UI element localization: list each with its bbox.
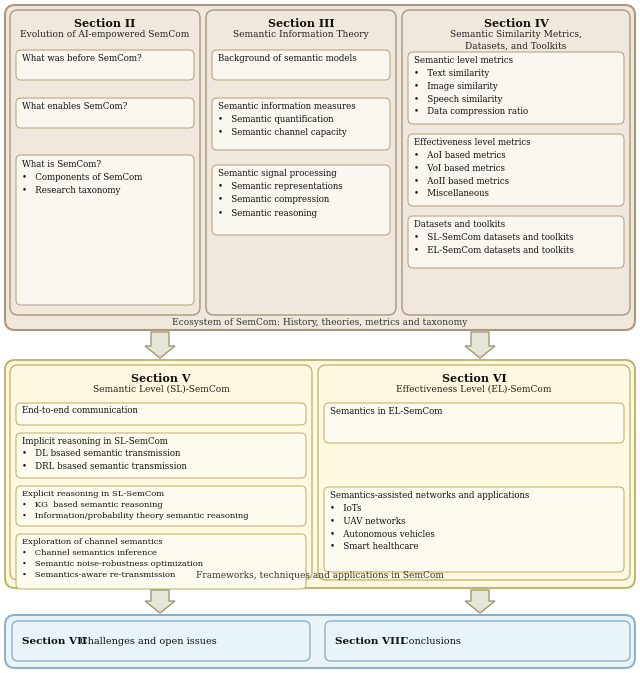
Text: Semantic signal processing
•   Semantic representations
•   Semantic compression: Semantic signal processing • Semantic re… xyxy=(218,169,343,217)
Text: Section VI: Section VI xyxy=(442,373,506,384)
Text: Section IV: Section IV xyxy=(484,18,548,29)
Text: Section VII: Section VII xyxy=(22,637,87,645)
Text: Section II: Section II xyxy=(74,18,136,29)
FancyBboxPatch shape xyxy=(5,360,635,588)
FancyBboxPatch shape xyxy=(212,50,390,80)
FancyBboxPatch shape xyxy=(212,98,390,150)
FancyArrow shape xyxy=(465,590,495,613)
Text: Effectiveness Level (EL)-SemCom: Effectiveness Level (EL)-SemCom xyxy=(396,385,552,394)
Text: Semantic Level (SL)-SemCom: Semantic Level (SL)-SemCom xyxy=(93,385,229,394)
FancyArrow shape xyxy=(145,332,175,358)
Text: Semantic Information Theory: Semantic Information Theory xyxy=(233,30,369,39)
Text: Semantic information measures
•   Semantic quantification
•   Semantic channel c: Semantic information measures • Semantic… xyxy=(218,102,356,137)
FancyArrow shape xyxy=(465,332,495,358)
FancyBboxPatch shape xyxy=(324,403,624,443)
Text: What enables SemCom?: What enables SemCom? xyxy=(22,102,127,111)
FancyBboxPatch shape xyxy=(16,486,306,526)
FancyBboxPatch shape xyxy=(16,403,306,425)
Text: Section VIII: Section VIII xyxy=(335,637,405,645)
FancyBboxPatch shape xyxy=(408,216,624,268)
FancyBboxPatch shape xyxy=(318,365,630,580)
FancyArrow shape xyxy=(145,590,175,613)
Text: Section III: Section III xyxy=(268,18,334,29)
Text: Effectiveness level metrics
•   AoI based metrics
•   VoI based metrics
•   AoII: Effectiveness level metrics • AoI based … xyxy=(414,138,531,199)
FancyBboxPatch shape xyxy=(5,5,635,330)
FancyBboxPatch shape xyxy=(324,487,624,572)
FancyBboxPatch shape xyxy=(206,10,396,315)
FancyBboxPatch shape xyxy=(16,155,194,305)
FancyBboxPatch shape xyxy=(5,615,635,668)
FancyBboxPatch shape xyxy=(10,10,200,315)
FancyBboxPatch shape xyxy=(16,50,194,80)
Text: Evolution of AI-empowered SemCom: Evolution of AI-empowered SemCom xyxy=(20,30,189,39)
FancyBboxPatch shape xyxy=(402,10,630,315)
Text: Semantics-assisted networks and applications
•   IoTs
•   UAV networks
•   Auton: Semantics-assisted networks and applicat… xyxy=(330,491,529,551)
Text: What is SemCom?
•   Components of SemCom
•   Research taxonomy: What is SemCom? • Components of SemCom •… xyxy=(22,160,142,195)
Text: What was before SemCom?: What was before SemCom? xyxy=(22,54,141,63)
FancyBboxPatch shape xyxy=(408,134,624,206)
FancyBboxPatch shape xyxy=(10,365,312,580)
FancyBboxPatch shape xyxy=(16,433,306,478)
Text: Ecosystem of SemCom: History, theories, metrics and taxonomy: Ecosystem of SemCom: History, theories, … xyxy=(172,318,468,327)
FancyBboxPatch shape xyxy=(408,52,624,124)
Text: End-to-end communication: End-to-end communication xyxy=(22,406,138,415)
FancyBboxPatch shape xyxy=(16,534,306,589)
FancyBboxPatch shape xyxy=(12,621,310,661)
Text: Datasets and toolkits
•   SL-SemCom datasets and toolkits
•   EL-SemCom datasets: Datasets and toolkits • SL-SemCom datase… xyxy=(414,220,574,254)
FancyBboxPatch shape xyxy=(212,165,390,235)
FancyBboxPatch shape xyxy=(16,98,194,128)
Text: Background of semantic models: Background of semantic models xyxy=(218,54,356,63)
Text: Frameworks, techniques and applications in SemCom: Frameworks, techniques and applications … xyxy=(196,571,444,580)
Text: Challenges and open issues: Challenges and open issues xyxy=(74,637,217,645)
Text: Semantics in EL-SemCom: Semantics in EL-SemCom xyxy=(330,407,442,416)
Text: Exploration of channel semantics
•   Channel semantics inference
•   Semantic no: Exploration of channel semantics • Chann… xyxy=(22,538,203,579)
Text: Explicit reasoning in SL-SemCom
•   KG  based semantic reasoning
•   Information: Explicit reasoning in SL-SemCom • KG bas… xyxy=(22,490,248,520)
Text: Conclusions: Conclusions xyxy=(395,637,461,645)
FancyBboxPatch shape xyxy=(325,621,630,661)
Text: Section V: Section V xyxy=(131,373,191,384)
Text: Implicit reasoning in SL-SemCom
•   DL bsased semantic transmission
•   DRL bsas: Implicit reasoning in SL-SemCom • DL bsa… xyxy=(22,437,187,471)
Text: Semantic level metrics
•   Text similarity
•   Image similarity
•   Speech simil: Semantic level metrics • Text similarity… xyxy=(414,56,528,116)
Text: Semantic Similarity Metrics,
Datasets, and Toolkits: Semantic Similarity Metrics, Datasets, a… xyxy=(450,30,582,50)
